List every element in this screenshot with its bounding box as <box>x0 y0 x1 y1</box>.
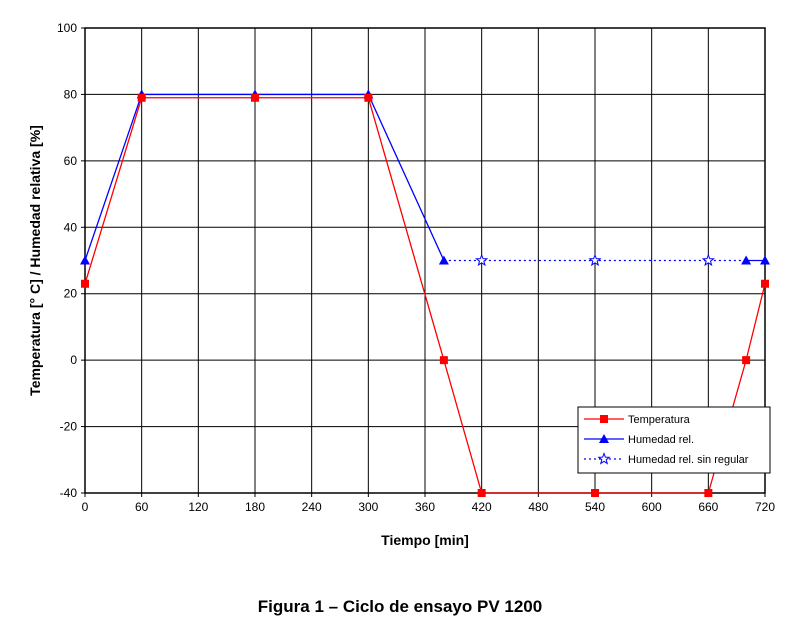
series-humedad-point <box>80 255 90 265</box>
y-tick-label: 100 <box>57 21 77 35</box>
series-humedad-sin-regular-point <box>701 253 715 267</box>
x-tick-label: 420 <box>472 500 492 514</box>
series-temperatura-point <box>761 279 769 288</box>
y-tick-label: 80 <box>64 87 78 101</box>
x-axis-title: Tiempo [min] <box>381 532 469 548</box>
x-tick-label: 720 <box>755 500 775 514</box>
x-tick-label: 600 <box>642 500 662 514</box>
figure-caption: Figura 1 – Ciclo de ensayo PV 1200 <box>258 597 542 616</box>
series-humedad-point <box>438 255 449 265</box>
x-tick-label: 300 <box>358 500 378 514</box>
y-tick-label: 40 <box>64 220 78 234</box>
legend-marker <box>597 452 611 465</box>
y-tick-label: -40 <box>60 486 78 500</box>
y-axis-title: Temperatura [° C] / Humedad relativa [%] <box>27 125 43 396</box>
series-temperatura-point <box>704 489 713 497</box>
x-tick-label: 660 <box>698 500 718 514</box>
legend-label: Humedad rel. <box>628 434 694 446</box>
legend-box <box>577 406 771 474</box>
series-temperatura-point <box>742 356 751 365</box>
series-humedad-sin-regular-point <box>588 253 602 267</box>
legend-marker <box>599 434 609 443</box>
x-tick-label: 540 <box>585 500 605 514</box>
x-tick-label: 480 <box>528 500 548 514</box>
series-temperatura-point <box>364 93 373 102</box>
series-temperatura-point <box>439 356 448 365</box>
series-temperatura-point <box>477 489 486 497</box>
legend-label: Humedad rel. sin regular <box>628 454 749 466</box>
y-tick-label: 60 <box>64 154 78 168</box>
y-tick-label: 20 <box>64 287 78 301</box>
series-temperatura-point <box>137 93 146 102</box>
series-humedad-sin-regular-point <box>475 253 489 267</box>
x-tick-label: 240 <box>302 500 322 514</box>
x-tick-label: 60 <box>135 500 149 514</box>
x-tick-label: 180 <box>245 500 265 514</box>
x-tick-label: 360 <box>415 500 435 514</box>
series-temperatura-point <box>251 93 259 102</box>
legend-label: Temperatura <box>628 414 691 426</box>
series-temperatura-point <box>591 489 599 497</box>
x-tick-label: 0 <box>82 500 89 514</box>
series-humedad-point <box>760 255 770 265</box>
y-tick-label: 0 <box>70 353 77 367</box>
y-tick-label: -20 <box>60 420 78 434</box>
x-tick-label: 120 <box>188 500 208 514</box>
series-humedad-point <box>741 255 752 265</box>
legend-marker <box>600 415 608 423</box>
series-temperatura-point <box>81 279 89 288</box>
